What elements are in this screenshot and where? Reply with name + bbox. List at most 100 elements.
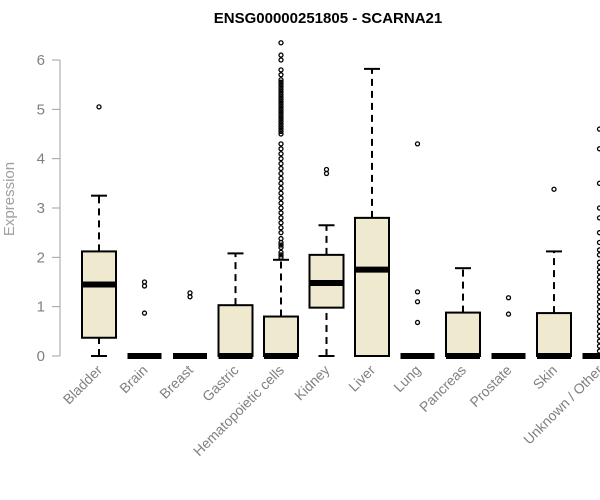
y-ticks: 0 1 2 3 4 5 6 — [37, 52, 60, 365]
outlier-point — [278, 195, 284, 201]
outlier-point — [278, 205, 284, 211]
box-iqr — [217, 304, 254, 358]
outlier-point — [278, 99, 284, 105]
box-hematopoietic-cells — [263, 40, 299, 359]
outlier-point — [414, 141, 421, 147]
outlier-point — [414, 319, 421, 326]
y-axis-label: Expression — [1, 162, 18, 236]
x-tick-label: Kidney — [291, 362, 333, 404]
outlier-point — [278, 160, 284, 167]
boxes — [81, 40, 600, 359]
outlier-point — [278, 126, 284, 132]
x-tick-label: Unknown / Other — [520, 362, 600, 448]
outlier-point — [278, 72, 284, 78]
y-tick-label: 1 — [37, 299, 45, 316]
y-tick-label: 6 — [37, 52, 45, 69]
outlier-point — [278, 190, 284, 196]
outlier-point — [323, 166, 330, 173]
y-tick-label: 2 — [37, 249, 45, 266]
outlier-point — [278, 210, 284, 216]
outlier-point — [278, 82, 284, 88]
outlier-point — [187, 290, 193, 296]
outlier-point — [414, 299, 421, 305]
box-gastric — [217, 252, 254, 359]
outlier-point — [278, 151, 284, 157]
outlier-point — [278, 101, 284, 108]
x-tick-label: Brain — [116, 362, 150, 396]
outlier-point — [278, 235, 284, 242]
outlier-point — [278, 91, 284, 98]
y-tick-label: 5 — [37, 101, 45, 118]
outlier-point — [278, 242, 284, 248]
x-tick-label: Bladder — [60, 362, 106, 408]
outlier-point — [278, 89, 284, 95]
outlier-point — [278, 254, 284, 260]
outlier-point — [96, 104, 102, 110]
outlier-point — [278, 131, 284, 137]
outlier-point — [278, 180, 284, 186]
box-iqr — [263, 315, 299, 357]
outlier-point — [278, 67, 284, 73]
outlier-point — [278, 121, 284, 127]
x-tick-label: Gastric — [199, 362, 242, 405]
outlier-point — [278, 109, 284, 115]
outlier-point — [278, 185, 284, 191]
box-lung — [400, 141, 435, 359]
outlier-point — [278, 200, 284, 206]
box-bladder — [81, 104, 117, 357]
outlier-point — [551, 186, 557, 192]
box-iqr — [81, 250, 117, 339]
box-skin — [536, 186, 572, 359]
y-tick-label: 4 — [37, 151, 45, 168]
box-brain — [127, 279, 162, 359]
box-prostate — [491, 295, 526, 359]
outlier-point — [505, 295, 512, 301]
box-kidney — [308, 166, 345, 357]
outlier-point — [278, 252, 284, 258]
x-tick-label: Prostate — [466, 362, 514, 410]
outlier-point — [414, 289, 421, 295]
outlier-point — [278, 123, 284, 130]
outlier-point — [141, 310, 148, 316]
outlier-point — [278, 249, 284, 256]
box-unknown-other — [582, 126, 600, 359]
x-tick-label: Hematopoietic cells — [190, 362, 287, 459]
outlier-point — [278, 170, 284, 177]
outlier-point — [278, 119, 284, 125]
outlier-point — [278, 77, 284, 83]
x-tick-label: Skin — [530, 362, 561, 393]
outlier-point — [278, 225, 284, 231]
outlier-point — [278, 220, 284, 226]
x-tick-label: Breast — [156, 362, 196, 402]
box-iqr — [445, 311, 481, 358]
outlier-point — [278, 146, 284, 152]
y-tick-label: 0 — [37, 348, 45, 365]
outlier-point — [278, 57, 284, 63]
outlier-point — [141, 279, 148, 285]
outlier-point — [278, 111, 284, 117]
outlier-point — [278, 40, 284, 46]
outlier-point — [278, 86, 284, 93]
outlier-point — [278, 215, 284, 221]
x-tick-label: Pancreas — [416, 362, 469, 415]
box-pancreas — [445, 267, 481, 359]
outlier-point — [278, 96, 284, 103]
outlier-point — [278, 128, 284, 135]
outlier-point — [278, 52, 284, 58]
outlier-point — [278, 141, 284, 147]
box-iqr — [354, 216, 390, 357]
outlier-point — [278, 114, 284, 120]
outlier-point — [278, 94, 284, 100]
outlier-point — [278, 175, 284, 182]
x-tick-label: Liver — [345, 362, 378, 395]
box-iqr — [536, 312, 572, 357]
outlier-point — [278, 156, 284, 162]
chart-title: ENSG00000251805 - SCARNA21 — [214, 10, 442, 27]
outlier-point — [278, 104, 284, 110]
outlier-point — [278, 79, 284, 85]
outlier-point — [278, 165, 284, 172]
outlier-point — [278, 230, 284, 236]
outlier-point — [278, 244, 284, 251]
